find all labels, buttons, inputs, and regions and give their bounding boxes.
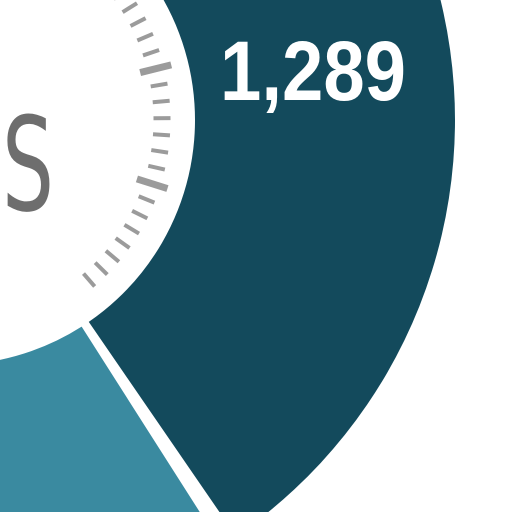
minor-tick-mark <box>137 194 156 205</box>
center-label-letter: S <box>2 89 54 241</box>
slice-value-label: 1,289 <box>220 24 406 118</box>
minor-tick-mark <box>150 81 168 89</box>
minor-tick-mark <box>81 272 97 288</box>
minor-tick-mark <box>104 249 121 264</box>
major-tick-mark <box>139 61 173 76</box>
donut-slice-1 <box>88 0 455 512</box>
minor-tick-mark <box>123 223 141 236</box>
minor-tick-mark <box>152 98 170 105</box>
minor-tick-mark <box>93 261 109 276</box>
minor-tick-mark <box>150 148 169 155</box>
minor-tick-mark <box>152 132 171 138</box>
major-tick-mark <box>135 175 169 192</box>
donut-slices <box>0 0 455 512</box>
minor-tick-mark <box>129 16 147 28</box>
minor-tick-mark <box>147 163 166 172</box>
minor-tick-mark <box>121 1 139 14</box>
minor-tick-mark <box>131 209 149 221</box>
tick-ring <box>81 0 173 288</box>
minor-tick-mark <box>142 48 160 58</box>
minor-tick-mark <box>114 236 131 250</box>
donut-slice-2 <box>0 326 200 512</box>
minor-tick-mark <box>136 32 154 43</box>
